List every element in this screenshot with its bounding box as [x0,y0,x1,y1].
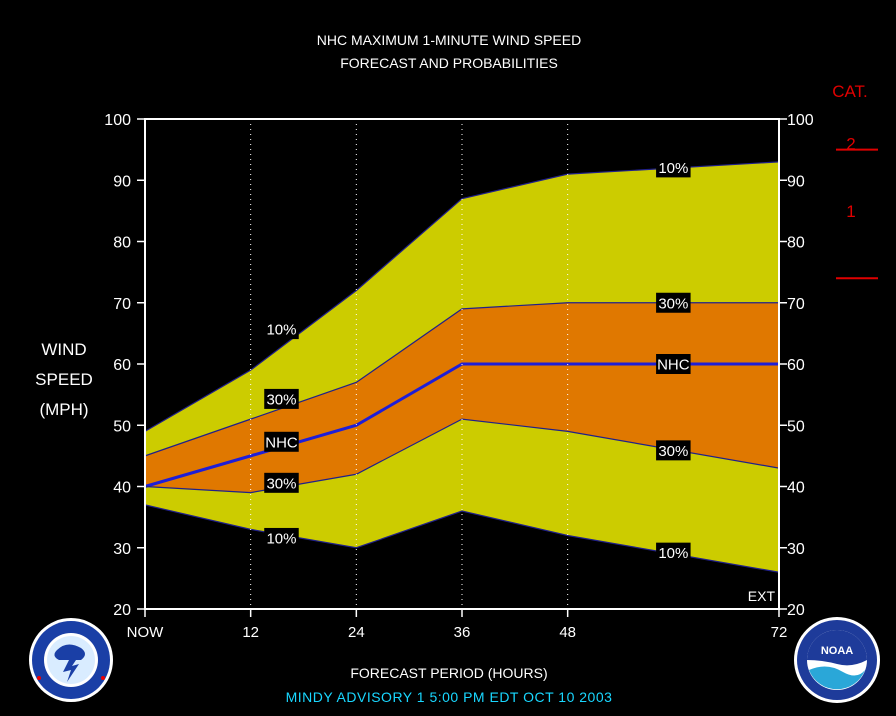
ytick-label-right: 20 [787,602,805,619]
ytick-label-right: 90 [787,173,805,190]
ytick-label-left: 40 [113,480,131,497]
data-label-bg [264,319,299,340]
xtick-label: 12 [242,624,259,641]
line-nhc-forecast [144,362,779,488]
ytick-label-right: 70 [787,296,805,313]
xtick-label: 48 [559,624,576,641]
data-label-bg [264,388,299,409]
data-label: NHC [657,357,690,374]
line-10pct-upper [144,161,780,432]
category-scale: 21 [836,135,878,280]
category-label: 1 [846,202,855,221]
xtick-label: 72 [771,624,788,641]
band-30pct [145,302,779,493]
xtick-label: NOW [127,624,165,641]
data-label-bg [656,542,691,563]
data-label-bg [264,527,299,548]
ytick-label-left: 20 [113,602,131,619]
data-label: 10% [658,160,688,177]
data-label-bg [264,431,299,452]
noaa-logo: NOAA [794,617,880,703]
y-axis-label-line3: (MPH) [39,400,88,419]
data-label: 10% [266,322,296,339]
ytick-label-left: 80 [113,235,131,252]
ytick-label-right: 100 [787,112,814,129]
data-label: 30% [266,475,296,492]
ytick-label-right: 80 [787,235,805,252]
data-label: 10% [658,545,688,562]
ytick-label-left: 50 [113,418,131,435]
data-label: NHC [265,434,298,451]
ytick-label-left: 60 [113,357,131,374]
line-30pct-upper [144,302,779,457]
ytick-label-right: 40 [787,480,805,497]
data-label-bg [656,292,691,313]
data-label: 30% [658,295,688,312]
data-label-bg [656,354,691,374]
ytick-label-right: 30 [787,541,805,558]
data-label: 10% [266,530,296,547]
ext-label: EXT [748,588,776,604]
ytick-label-left: 90 [113,173,131,190]
xtick-label: 36 [454,624,471,641]
category-label: 2 [846,135,855,154]
svg-text:NOAA: NOAA [821,645,853,657]
nws-logo [29,618,113,702]
line-10pct-lower [144,504,780,573]
advisory-footer: MINDY ADVISORY 1 5:00 PM EDT OCT 10 2003 [286,689,613,705]
ytick-label-right: 60 [787,357,805,374]
data-label-bg [656,440,691,461]
xtick-label: 24 [348,624,365,641]
ytick-label-left: 70 [113,296,131,313]
y-axis-label-line1: WIND [41,340,86,359]
data-label-bg [264,472,299,493]
category-header: CAT. [832,82,868,101]
ytick-label-left: 100 [104,112,131,129]
y-axis-label-line2: SPEED [35,370,93,389]
x-axis-label: FORECAST PERIOD (HOURS) [350,665,547,681]
data-label: 30% [658,443,688,460]
data-label: 30% [266,391,296,408]
line-30pct-lower [144,418,780,494]
plot-area: 20 20 30 30 40 40 50 50 60 60 70 70 80 80 90 90 100 100 NO… [104,112,814,641]
ytick-label-right: 50 [787,418,805,435]
data-label-bg [656,157,691,178]
chart-title-line1: NHC MAXIMUM 1-MINUTE WIND SPEED [317,32,581,48]
ytick-label-left: 30 [113,541,131,558]
chart-title-line2: FORECAST AND PROBABILITIES [340,55,558,71]
